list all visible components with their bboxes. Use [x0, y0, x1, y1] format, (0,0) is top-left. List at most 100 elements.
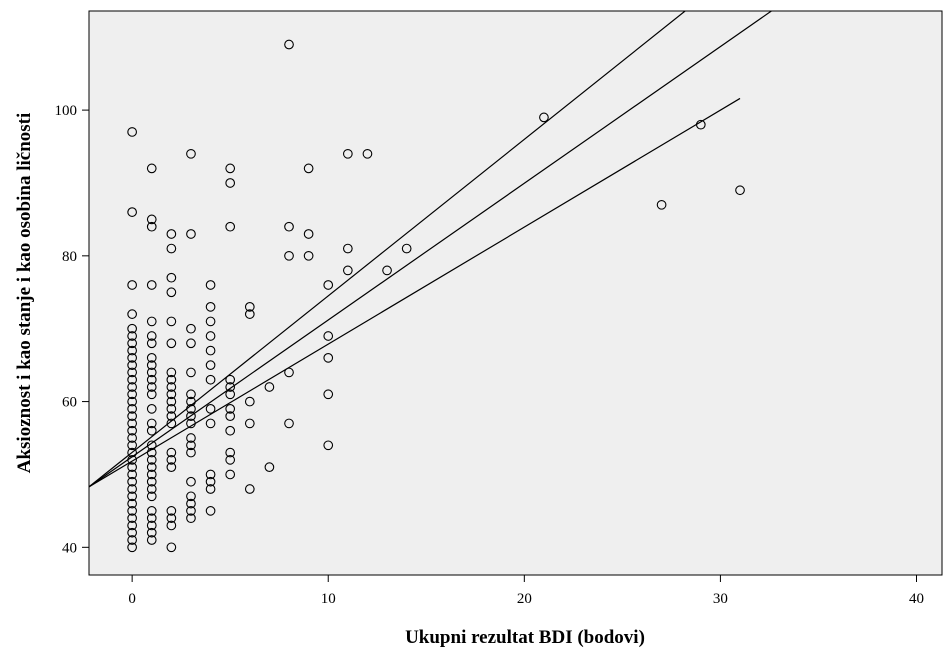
data-point [146, 367, 157, 378]
data-point [186, 498, 196, 509]
x-tick-label: 20 [517, 591, 532, 607]
data-point [695, 119, 706, 130]
data-point [146, 535, 157, 545]
data-point [382, 265, 392, 276]
data-point [225, 221, 236, 232]
data-point [225, 447, 236, 458]
data-point [303, 229, 314, 239]
data-point [146, 353, 157, 363]
data-point [284, 418, 294, 429]
data-point [146, 418, 157, 429]
data-point [166, 338, 177, 349]
y-tick-label: 100 [55, 103, 78, 119]
data-point [127, 338, 137, 349]
data-point [127, 542, 137, 553]
data-point [127, 433, 137, 443]
data-point [205, 476, 216, 487]
data-point [127, 491, 137, 502]
plot-area [88, 10, 943, 576]
data-point [166, 404, 177, 414]
data-point [186, 404, 196, 414]
data-point [146, 491, 157, 502]
data-point [186, 338, 196, 349]
data-point [186, 447, 196, 458]
data-point [166, 411, 177, 421]
data-point [186, 433, 196, 443]
data-point [127, 360, 137, 370]
data-point [127, 425, 137, 436]
data-points [127, 39, 745, 553]
data-point [146, 527, 157, 538]
x-axis-title: Ukupni rezultat BDI (bodovi) [405, 627, 645, 648]
data-point [146, 331, 157, 341]
data-point [244, 396, 255, 407]
data-point [205, 404, 216, 414]
data-point [539, 112, 549, 123]
data-point [166, 462, 177, 473]
data-point [166, 229, 177, 239]
y-tick-label: 60 [62, 395, 77, 411]
data-point [303, 250, 314, 261]
data-point [146, 163, 157, 174]
data-point [284, 250, 294, 261]
data-point [146, 447, 157, 458]
data-point [127, 367, 137, 378]
data-point [186, 513, 196, 524]
data-point [146, 214, 157, 225]
data-point [127, 455, 137, 465]
data-point [127, 382, 137, 392]
data-point [186, 148, 196, 159]
data-point [166, 367, 177, 378]
data-point [323, 280, 334, 290]
data-point [127, 207, 137, 217]
data-point [205, 374, 216, 385]
data-point [284, 367, 294, 378]
data-point [146, 360, 157, 370]
data-point [146, 374, 157, 385]
data-point [323, 440, 334, 451]
data-point [127, 476, 137, 487]
data-point [205, 316, 216, 327]
data-point [166, 418, 177, 429]
data-point [127, 498, 137, 509]
data-point [146, 462, 157, 473]
data-point [166, 520, 177, 531]
data-point [205, 484, 216, 494]
data-point [127, 469, 137, 480]
data-point [342, 243, 353, 254]
data-point [166, 374, 177, 385]
data-point [225, 469, 236, 480]
data-point [166, 272, 177, 283]
data-point [166, 455, 177, 465]
data-point [225, 374, 236, 385]
data-point [127, 462, 137, 473]
data-point [205, 418, 216, 429]
data-point [205, 331, 216, 341]
data-point [205, 506, 216, 516]
fit-line-1 [89, 97, 741, 488]
data-point [146, 484, 157, 494]
x-axis: 0 10 20 30 40 [128, 575, 924, 607]
data-point [186, 506, 196, 516]
data-point [127, 527, 137, 538]
data-point [127, 127, 137, 137]
data-point [225, 163, 236, 174]
data-point [264, 462, 275, 473]
data-point [146, 425, 157, 436]
data-point [146, 316, 157, 327]
x-tick-label: 30 [713, 591, 728, 607]
x-tick-label: 40 [909, 591, 924, 607]
data-point [186, 411, 196, 421]
data-point [146, 455, 157, 465]
data-point [225, 382, 236, 392]
data-point [166, 513, 177, 524]
data-point [186, 476, 196, 487]
data-point [166, 389, 177, 400]
data-point [186, 491, 196, 502]
data-point [127, 513, 137, 524]
y-axis: 40 60 80 100 [55, 103, 89, 556]
data-point [166, 287, 177, 298]
y-tick-label: 80 [62, 249, 77, 265]
data-point [284, 221, 294, 232]
